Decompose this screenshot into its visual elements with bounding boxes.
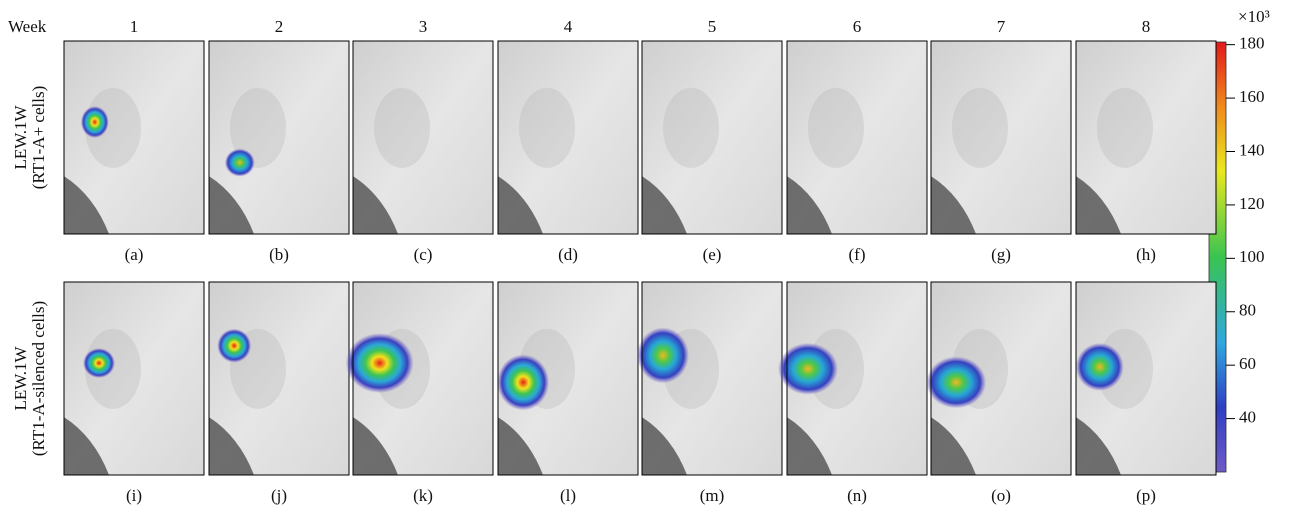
signal [637, 327, 689, 383]
signal [225, 149, 255, 177]
panel-label: (d) [558, 245, 578, 264]
panel-label: (n) [847, 486, 867, 505]
colorbar-scale: ×10³ [1238, 7, 1270, 26]
signal [217, 329, 251, 363]
image-panel [931, 41, 1071, 234]
row-label: (RT1-A-silenced cells) [29, 301, 48, 456]
panel-label: (e) [703, 245, 722, 264]
image-panel [637, 282, 782, 475]
signal [1076, 343, 1124, 391]
image-panel [498, 41, 638, 234]
image-panel [1076, 282, 1216, 475]
ear [519, 88, 575, 168]
week-number: 2 [275, 17, 284, 36]
week-number: 5 [708, 17, 717, 36]
image-panel [209, 41, 349, 234]
colorbar-tick-label: 40 [1239, 407, 1256, 426]
panel-label: (c) [414, 245, 433, 264]
signal [497, 354, 549, 410]
panel-label: (h) [1136, 245, 1156, 264]
week-number: 7 [997, 17, 1006, 36]
signal [81, 106, 109, 138]
week-number: 3 [419, 17, 428, 36]
colorbar-tick-label: 180 [1239, 34, 1265, 53]
image-panel [64, 41, 204, 234]
colorbar-tick-label: 160 [1239, 87, 1265, 106]
ear [808, 88, 864, 168]
row-label: LEW.1W [11, 346, 30, 411]
ear [374, 88, 430, 168]
week-number: 1 [130, 17, 139, 36]
image-panel [497, 282, 638, 475]
week-number: 6 [853, 17, 862, 36]
panel-label: (j) [271, 486, 287, 505]
week-number: 4 [564, 17, 573, 36]
ear [1097, 88, 1153, 168]
colorbar-tick-label: 120 [1239, 194, 1265, 213]
colorbar-tick-label: 140 [1239, 140, 1265, 159]
panel-label: (p) [1136, 486, 1156, 505]
image-panel [1076, 41, 1216, 234]
row-label: (RT1-A+ cells) [29, 86, 48, 189]
panel-label: (l) [560, 486, 576, 505]
image-panel [926, 282, 1071, 475]
colorbar-tick-label: 80 [1239, 301, 1256, 320]
figure: Week ×10³ 12345678LEW.1W(RT1-A+ cells)(a… [0, 0, 1290, 510]
signal [346, 333, 414, 393]
week-header: Week [8, 17, 47, 36]
signal [83, 348, 115, 378]
ear [952, 88, 1008, 168]
panel-label: (a) [125, 245, 144, 264]
image-panel [642, 41, 782, 234]
week-number: 8 [1142, 17, 1151, 36]
image-panel [353, 41, 493, 234]
ear [663, 88, 719, 168]
image-panel [64, 282, 204, 475]
panel-label: (f) [849, 245, 866, 264]
image-panel [209, 282, 349, 475]
image-panel [346, 282, 493, 475]
signal [926, 356, 986, 408]
panel-label: (i) [126, 486, 142, 505]
image-panel [787, 41, 927, 234]
row-label: LEW.1W [11, 105, 30, 170]
colorbar-tick-label: 60 [1239, 354, 1256, 373]
panel-label: (g) [991, 245, 1011, 264]
panel-label: (b) [269, 245, 289, 264]
colorbar-tick-label: 100 [1239, 247, 1265, 266]
panel-label: (o) [991, 486, 1011, 505]
panel-label: (k) [413, 486, 433, 505]
image-panel [778, 282, 927, 475]
panel-label: (m) [700, 486, 725, 505]
